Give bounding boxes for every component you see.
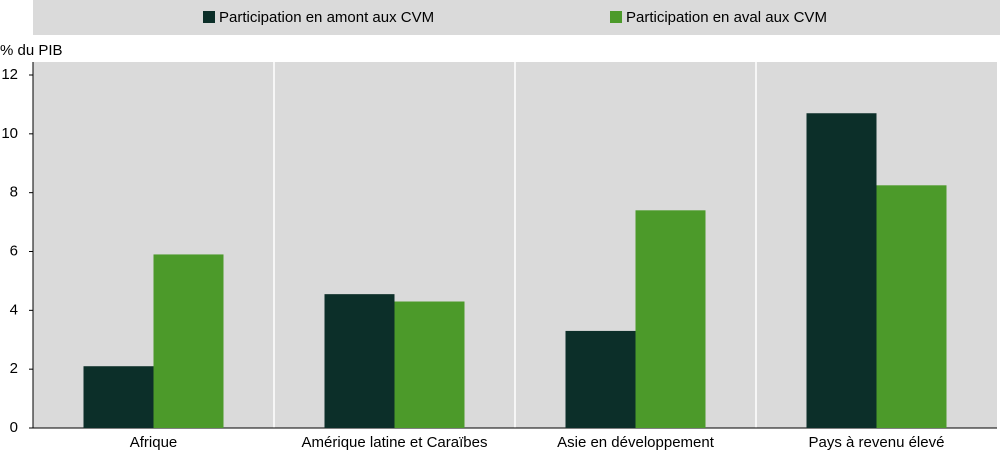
bar <box>153 254 224 428</box>
y-tick-label: 10 <box>1 125 18 142</box>
bar <box>635 210 706 428</box>
bar <box>324 294 395 428</box>
y-tick-label: 0 <box>10 419 18 436</box>
bar <box>394 301 465 428</box>
y-tick-label: 12 <box>1 66 18 83</box>
y-tick-label: 8 <box>10 184 18 201</box>
x-tick-label: Asie en développement <box>557 434 715 451</box>
bar <box>876 185 947 428</box>
x-tick-label: Amérique latine et Caraïbes <box>302 434 488 451</box>
y-tick-label: 6 <box>10 242 18 259</box>
bar <box>806 113 877 428</box>
y-tick-label: 2 <box>10 360 18 377</box>
legend-label: Participation en amont aux CVM <box>219 9 434 26</box>
x-tick-label: Afrique <box>130 434 178 451</box>
legend-label: Participation en aval aux CVM <box>626 9 827 26</box>
bar <box>565 330 636 428</box>
legend-swatch <box>203 11 215 23</box>
y-axis-label: % du PIB <box>0 42 63 59</box>
y-tick-label: 4 <box>10 301 18 318</box>
legend-background <box>33 0 1000 35</box>
bar <box>83 366 154 428</box>
legend-swatch <box>610 11 622 23</box>
x-tick-label: Pays à revenu élevé <box>809 434 945 451</box>
